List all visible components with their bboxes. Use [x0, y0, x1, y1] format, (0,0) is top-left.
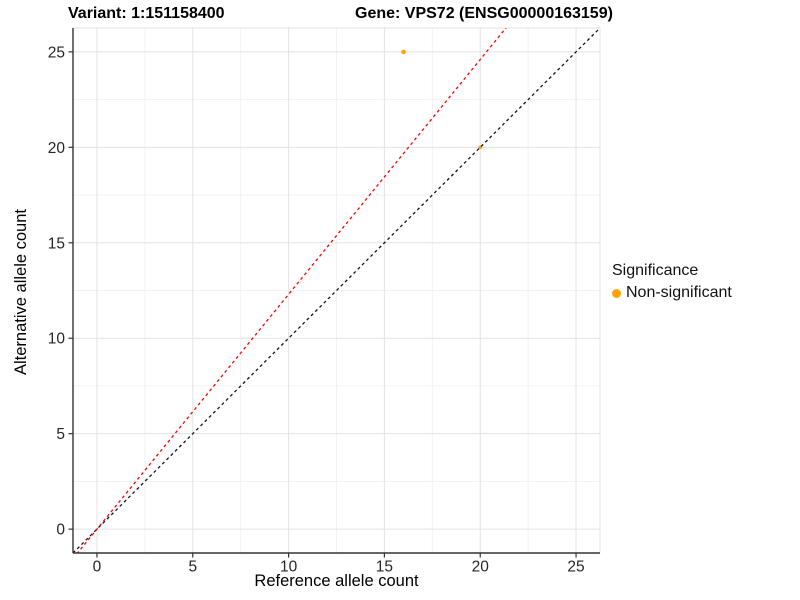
allelic-ratio-line: [76, 28, 507, 553]
y-tick-label: 10: [48, 331, 66, 348]
identity-line: [73, 28, 600, 553]
x-tick-label: 15: [376, 559, 393, 576]
y-tick-label: 25: [48, 44, 65, 61]
gene-title: Gene: VPS72 (ENSG00000163159): [355, 5, 613, 22]
x-tick-label: 25: [567, 559, 584, 576]
non-significant-point-icon: [612, 288, 621, 298]
x-tick-label: 20: [472, 559, 490, 576]
y-axis-title: Alternative allele count: [12, 209, 30, 376]
legend: Significance Non-significant: [612, 262, 732, 302]
y-tick-label: 20: [48, 140, 66, 157]
x-tick-label: 0: [93, 559, 102, 576]
y-tick-label: 15: [48, 235, 65, 252]
y-tick-label: 5: [56, 426, 65, 443]
x-tick-label: 5: [188, 559, 197, 576]
x-axis-title: Reference allele count: [254, 572, 419, 590]
data-point: [401, 49, 406, 55]
x-tick-label: 10: [280, 559, 298, 576]
y-tick-label: 0: [56, 522, 65, 539]
legend-item-label: Non-significant: [626, 284, 732, 301]
legend-title: Significance: [612, 262, 699, 279]
legend-item-non-significant: Non-significant: [612, 284, 732, 302]
variant-title: Variant: 1:151158400: [68, 5, 225, 22]
